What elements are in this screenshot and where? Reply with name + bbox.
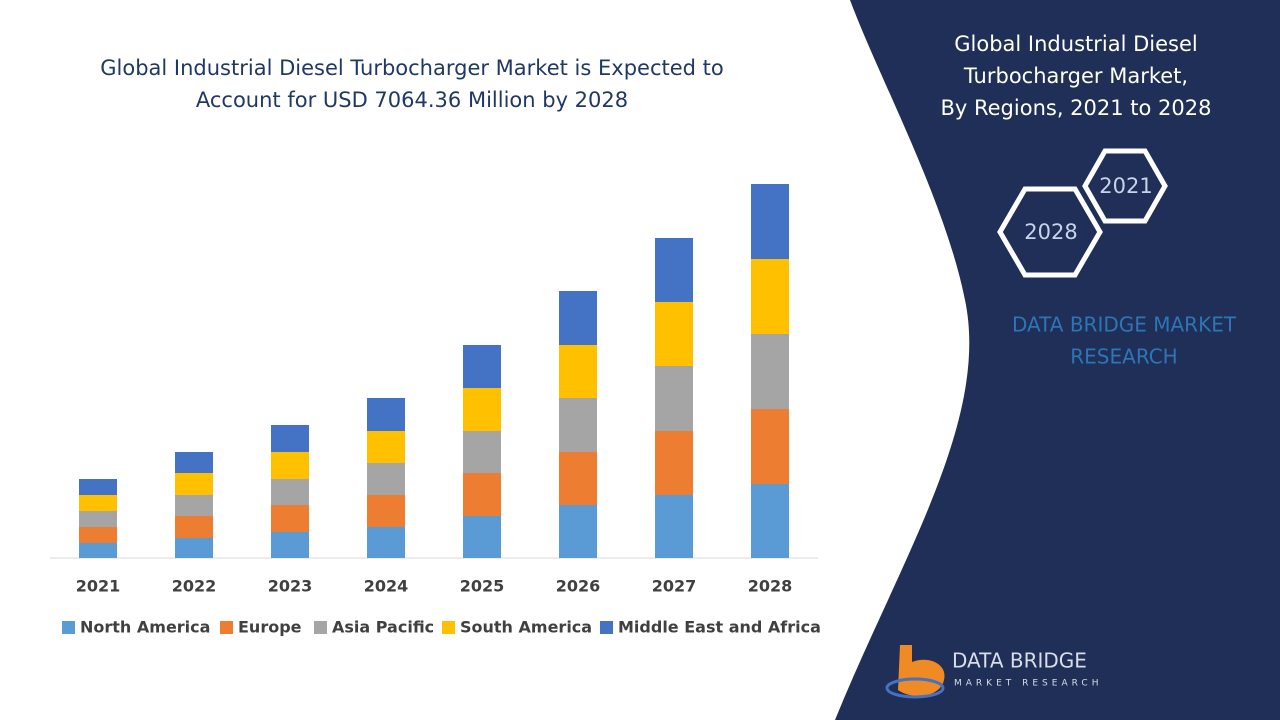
brand-text: RESEARCH: [1070, 345, 1177, 369]
legend-label: Asia Pacific: [332, 618, 434, 637]
bar-segment: [271, 425, 309, 452]
x-tick-label: 2023: [268, 577, 313, 596]
bar-segment: [655, 238, 693, 302]
bar-segment: [751, 184, 789, 259]
hexagon: [1082, 148, 1168, 224]
legend-label: North America: [80, 618, 210, 637]
bar-segment: [271, 532, 309, 558]
logo: [885, 645, 945, 699]
legend-swatch: [62, 621, 75, 634]
x-tick-label: 2025: [460, 577, 505, 596]
chart-title: Global Industrial Diesel Turbocharger Ma…: [100, 56, 724, 112]
legend-label: Middle East and Africa: [618, 618, 821, 637]
bar-segment: [79, 495, 117, 511]
bar-segment: [367, 431, 405, 463]
x-tick-label: 2021: [76, 577, 121, 596]
bar-segment: [655, 495, 693, 558]
bar-segment: [751, 484, 789, 558]
bar-segment: [175, 495, 213, 516]
bar-segment: [655, 302, 693, 366]
bar-segment: [367, 463, 405, 495]
legend-label: South America: [460, 618, 592, 637]
x-tick-label: 2027: [652, 577, 697, 596]
bar-segment: [463, 431, 501, 473]
bar-segment: [463, 345, 501, 388]
hexagon: [997, 186, 1103, 278]
bar-segment: [271, 505, 309, 532]
bar-segment: [655, 431, 693, 495]
x-tick-label: 2024: [364, 577, 409, 596]
hex-label: 2028: [1024, 220, 1077, 244]
bar-segment: [559, 291, 597, 345]
bar-segment: [79, 543, 117, 558]
bar-segment: [271, 452, 309, 479]
panel-title: Global Industrial Diesel: [954, 32, 1197, 56]
hex-label: 2021: [1099, 174, 1152, 198]
bar-segment: [175, 538, 213, 558]
bar-segment: [367, 527, 405, 558]
bar-segment: [559, 452, 597, 505]
bar-segment: [79, 479, 117, 495]
x-tick-label: 2022: [172, 577, 217, 596]
bar-segment: [463, 473, 501, 516]
x-tick-label: 2028: [748, 577, 793, 596]
legend-label: Europe: [238, 618, 302, 637]
bar-segment: [79, 527, 117, 543]
bar-segment: [271, 479, 309, 505]
logo-tagline: MARKET RESEARCH: [954, 679, 1102, 689]
logo-name: DATA BRIDGE: [952, 649, 1087, 673]
panel-title: Turbocharger Market,: [963, 64, 1188, 88]
bar-segment: [367, 495, 405, 527]
bar-segment: [751, 334, 789, 409]
legend-swatch: [442, 621, 455, 634]
bar-segment: [559, 398, 597, 452]
bar-segment: [175, 452, 213, 473]
bar-segment: [175, 516, 213, 538]
bar-segment: [463, 388, 501, 431]
side-panel: [835, 0, 1280, 720]
bar-segment: [79, 511, 117, 527]
bar-segment: [175, 473, 213, 495]
bar-segment: [463, 516, 501, 558]
brand-text: DATA BRIDGE MARKET: [1012, 313, 1237, 337]
legend-swatch: [314, 621, 327, 634]
bar-segment: [655, 366, 693, 431]
panel-title: By Regions, 2021 to 2028: [940, 96, 1211, 120]
legend-swatch: [220, 621, 233, 634]
x-tick-label: 2026: [556, 577, 601, 596]
bar-segment: [559, 345, 597, 398]
bar-segment: [559, 505, 597, 558]
bar-segment: [751, 409, 789, 484]
bar-segment: [751, 259, 789, 334]
legend-swatch: [600, 621, 613, 634]
bar-segment: [367, 398, 405, 431]
